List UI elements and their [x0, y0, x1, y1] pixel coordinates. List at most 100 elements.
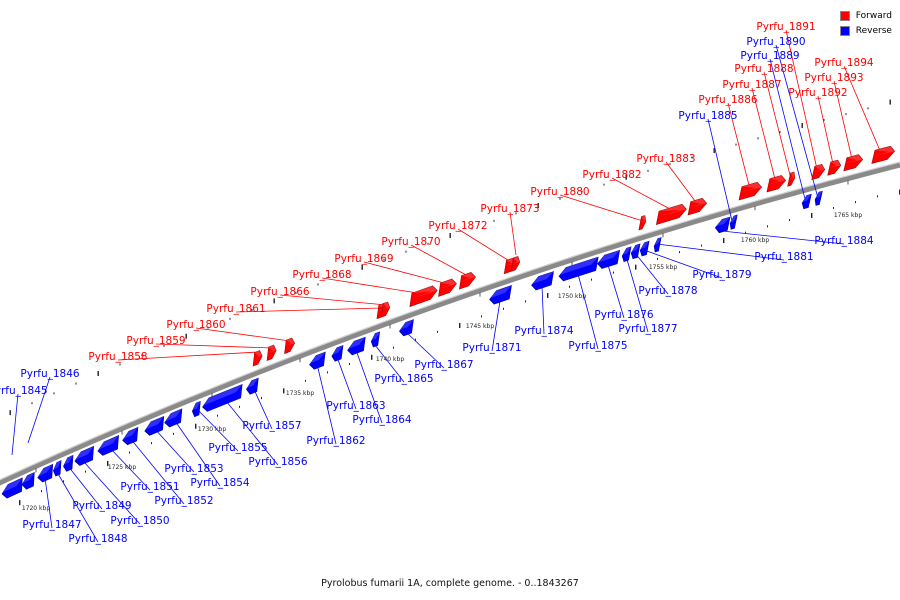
- gene-label[interactable]: Pyrfu_1845: [0, 385, 48, 397]
- gene-label[interactable]: Pyrfu_1865: [374, 373, 433, 385]
- gene-arrow-pyrfu-1890[interactable]: [814, 190, 823, 206]
- gene-label[interactable]: Pyrfu_1882: [582, 169, 641, 181]
- gene-label[interactable]: Pyrfu_1883: [636, 153, 695, 165]
- gene-label[interactable]: Pyrfu_1868: [292, 269, 351, 281]
- gene-label[interactable]: Pyrfu_1881: [754, 251, 813, 263]
- gene-arrow-pyrfu-1874[interactable]: [530, 271, 554, 292]
- gene-arrow-pyrfu-1846[interactable]: [21, 472, 35, 492]
- gene-label[interactable]: Pyrfu_1890: [746, 36, 805, 48]
- gene-arrow-pyrfu-1856[interactable]: [202, 383, 243, 413]
- gene-arrow-pyrfu-1855[interactable]: [191, 400, 201, 418]
- gene-arrow-pyrfu-1873[interactable]: [510, 255, 521, 272]
- gene-arrow-pyrfu-1883[interactable]: [687, 197, 708, 216]
- gene-arrow-pyrfu-1865[interactable]: [370, 331, 381, 348]
- gene-label[interactable]: Pyrfu_1859: [126, 335, 185, 347]
- gene-label[interactable]: Pyrfu_1878: [638, 285, 697, 297]
- gene-arrow-pyrfu-1869[interactable]: [438, 277, 457, 297]
- gene-label[interactable]: Pyrfu_1855: [208, 442, 267, 454]
- gene-label[interactable]: Pyrfu_1864: [352, 414, 412, 426]
- gene-label[interactable]: Pyrfu_1894: [814, 57, 874, 69]
- gene-label[interactable]: Pyrfu_1880: [530, 186, 589, 198]
- gene-arrow-pyrfu-1863[interactable]: [331, 345, 344, 362]
- gene-arrow-pyrfu-1851[interactable]: [97, 435, 119, 458]
- gene-arrow-pyrfu-1847[interactable]: [37, 463, 54, 484]
- gene-arrow-pyrfu-1860[interactable]: [284, 337, 296, 355]
- gene-label[interactable]: Pyrfu_1885: [678, 110, 737, 122]
- gene-arrow-pyrfu-1871[interactable]: [488, 285, 512, 306]
- gene-arrow-pyrfu-1862[interactable]: [309, 351, 326, 371]
- gene-label[interactable]: Pyrfu_1887: [722, 79, 781, 91]
- gene-label[interactable]: Pyrfu_1879: [692, 269, 751, 281]
- gene-label[interactable]: Pyrfu_1888: [734, 63, 793, 75]
- gene-arrow-pyrfu-1889[interactable]: [801, 193, 812, 210]
- gene-arrow-pyrfu-1854[interactable]: [164, 408, 183, 429]
- gene-arrow-pyrfu-1879[interactable]: [639, 240, 650, 257]
- gene-arrow-pyrfu-1876[interactable]: [596, 249, 621, 270]
- gene-arrow-pyrfu-1894[interactable]: [871, 145, 896, 164]
- gene-arrow-pyrfu-1886[interactable]: [738, 181, 763, 201]
- gene-label[interactable]: Pyrfu_1876: [594, 309, 654, 321]
- gene-arrow-pyrfu-1880[interactable]: [638, 215, 647, 231]
- gene-arrow-pyrfu-1850[interactable]: [74, 445, 94, 468]
- gene-arrow-pyrfu-1877[interactable]: [621, 246, 632, 263]
- gene-label[interactable]: Pyrfu_1856: [248, 456, 308, 468]
- gene-label[interactable]: Pyrfu_1847: [22, 519, 81, 531]
- gene-arrow-pyrfu-1867[interactable]: [398, 319, 414, 338]
- gene-label[interactable]: Pyrfu_1846: [20, 368, 80, 380]
- gene-arrow-pyrfu-1887[interactable]: [766, 174, 787, 193]
- gene-label[interactable]: Pyrfu_1852: [154, 495, 213, 507]
- gene-label[interactable]: Pyrfu_1874: [514, 325, 574, 337]
- gene-arrow-pyrfu-1881[interactable]: [653, 237, 662, 253]
- gene-label[interactable]: Pyrfu_1848: [68, 533, 127, 545]
- track-marker: [31, 402, 33, 405]
- gene-label[interactable]: Pyrfu_1867: [414, 359, 473, 371]
- gene-arrow-pyrfu-1892[interactable]: [827, 159, 843, 176]
- gene-arrow-pyrfu-1848[interactable]: [53, 460, 62, 478]
- gene-arrow-pyrfu-1875[interactable]: [558, 256, 599, 283]
- gene-arrow-pyrfu-1884[interactable]: [714, 216, 731, 234]
- gene-arrow-pyrfu-1853[interactable]: [144, 415, 165, 437]
- gene-arrow-pyrfu-1878[interactable]: [630, 243, 641, 260]
- gene-label[interactable]: Pyrfu_1857: [242, 420, 301, 432]
- gene-arrow-pyrfu-1866[interactable]: [380, 301, 391, 318]
- gene-label[interactable]: Pyrfu_1889: [740, 50, 799, 62]
- gene-arrow-pyrfu-1852[interactable]: [122, 426, 139, 447]
- gene-arrow-pyrfu-1891[interactable]: [811, 163, 827, 180]
- gene-label[interactable]: Pyrfu_1869: [334, 253, 393, 265]
- gene-arrow-pyrfu-1857[interactable]: [246, 377, 259, 396]
- gene-label[interactable]: Pyrfu_1884: [814, 235, 874, 247]
- gene-label[interactable]: Pyrfu_1861: [206, 303, 265, 315]
- gene-label[interactable]: Pyrfu_1886: [698, 94, 758, 106]
- gene-arrow-pyrfu-1868[interactable]: [409, 284, 438, 308]
- gene-arrow-pyrfu-1893[interactable]: [843, 153, 864, 172]
- gene-label[interactable]: Pyrfu_1854: [190, 477, 250, 489]
- track-marker: [569, 285, 570, 288]
- gene-label[interactable]: Pyrfu_1860: [166, 319, 225, 331]
- gene-label[interactable]: Pyrfu_1891: [756, 21, 815, 33]
- gene-arrow-pyrfu-1888[interactable]: [787, 171, 797, 187]
- gene-label[interactable]: Pyrfu_1871: [462, 342, 521, 354]
- gene-arrow-pyrfu-1864[interactable]: [347, 336, 366, 357]
- gene-label[interactable]: Pyrfu_1877: [618, 323, 677, 335]
- gene-arrow-pyrfu-1859[interactable]: [266, 344, 277, 361]
- gene-label[interactable]: Pyrfu_1892: [788, 87, 847, 99]
- gene-arrow-pyrfu-1858[interactable]: [252, 349, 263, 367]
- gene-arrow-pyrfu-1849[interactable]: [63, 454, 74, 473]
- gene-label[interactable]: Pyrfu_1873: [480, 203, 539, 215]
- gene-label[interactable]: Pyrfu_1872: [428, 220, 487, 232]
- gene-label[interactable]: Pyrfu_1893: [804, 72, 863, 84]
- gene-label[interactable]: Pyrfu_1850: [110, 515, 169, 527]
- gene-label[interactable]: Pyrfu_1853: [164, 463, 223, 475]
- gene-label[interactable]: Pyrfu_1858: [88, 351, 147, 363]
- gene-label[interactable]: Pyrfu_1851: [120, 481, 179, 493]
- gene-arrow-pyrfu-1882[interactable]: [655, 203, 687, 225]
- gene-label[interactable]: Pyrfu_1875: [568, 340, 627, 352]
- gene-label[interactable]: Pyrfu_1849: [72, 500, 131, 512]
- gene-label[interactable]: Pyrfu_1870: [381, 236, 440, 248]
- gene-arrow-pyrfu-1845[interactable]: [1, 477, 23, 501]
- gene-arrow-pyrfu-1870[interactable]: [459, 270, 476, 290]
- gene-arrow-pyrfu-1885[interactable]: [729, 214, 738, 230]
- gene-label[interactable]: Pyrfu_1862: [306, 435, 365, 447]
- gene-label[interactable]: Pyrfu_1863: [326, 400, 385, 412]
- gene-label[interactable]: Pyrfu_1866: [250, 286, 310, 298]
